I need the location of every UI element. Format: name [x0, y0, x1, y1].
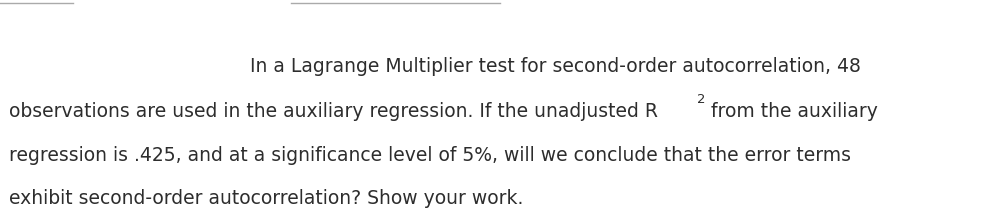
Text: 2: 2	[698, 93, 706, 106]
Text: regression is .425, and at a significance level of 5%, will we conclude that the: regression is .425, and at a significanc…	[9, 146, 851, 165]
Text: from the auxiliary: from the auxiliary	[705, 102, 878, 121]
Text: exhibit second-order autocorrelation? Show your work.: exhibit second-order autocorrelation? Sh…	[9, 189, 523, 208]
Text: observations are used in the auxiliary regression. If the unadjusted R: observations are used in the auxiliary r…	[9, 102, 658, 121]
Text: In a Lagrange Multiplier test for second-order autocorrelation, 48: In a Lagrange Multiplier test for second…	[250, 57, 861, 76]
